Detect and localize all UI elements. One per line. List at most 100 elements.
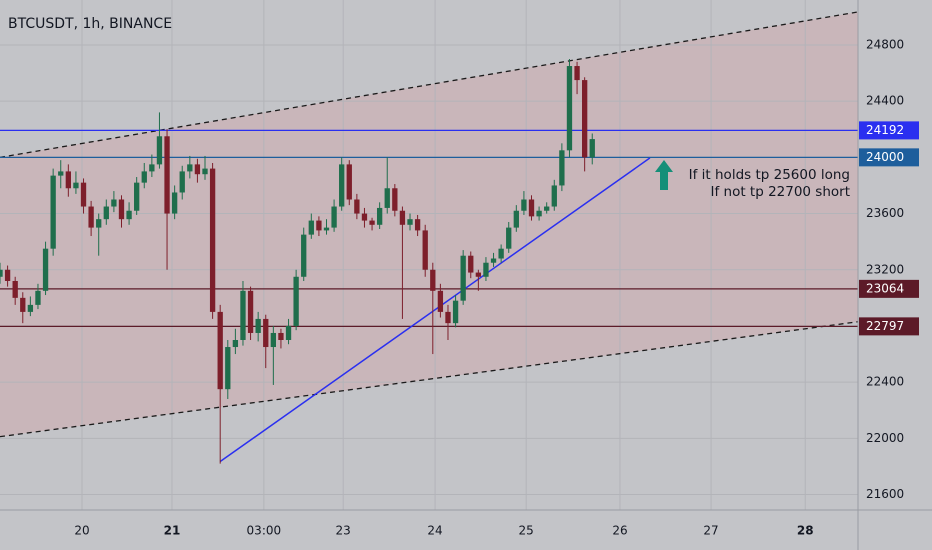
x-tick-label: 26 [612, 524, 627, 538]
candle-body [323, 227, 330, 231]
candle-body [232, 340, 239, 348]
candle-body [452, 300, 459, 324]
candle-body [475, 272, 482, 277]
annotation: If it holds tp 25600 long [689, 167, 850, 183]
price-label-box [859, 121, 919, 140]
candle-body [255, 318, 261, 333]
candle-body [566, 66, 573, 151]
candle-body [574, 66, 580, 81]
candle-body [179, 171, 185, 193]
candle-body [346, 164, 352, 200]
candle-body [445, 311, 451, 324]
price-label-box [859, 148, 919, 167]
candle-body [42, 248, 49, 291]
candle-body [422, 230, 428, 270]
candle-body [506, 227, 512, 249]
candle-body [331, 206, 337, 228]
candle-body [134, 182, 140, 211]
candle-body [240, 290, 246, 340]
candle-body [536, 210, 542, 217]
candle-body [225, 347, 231, 390]
candle-body [187, 164, 193, 172]
candle-body [263, 318, 269, 348]
candle-body [202, 168, 208, 175]
candle-body [361, 213, 368, 221]
candle-body [96, 219, 102, 228]
candle-body [498, 248, 504, 259]
x-tick-label: 20 [74, 524, 89, 538]
candle-body [27, 304, 34, 312]
trend-line [219, 157, 651, 463]
channel-line [0, 321, 859, 438]
candle-body [308, 220, 314, 235]
y-tick-label: 22400 [866, 375, 904, 389]
candle-body [483, 262, 489, 277]
candle-body [589, 139, 595, 158]
candle-body [12, 280, 18, 298]
candle-body [0, 269, 3, 277]
price-label: 23064 [866, 281, 904, 295]
candle-body [551, 185, 557, 207]
candle-body [50, 175, 56, 249]
candle-body [513, 210, 519, 228]
candle-body [437, 290, 444, 312]
candle-body [521, 199, 527, 211]
candle-body [316, 220, 322, 231]
x-tick-label: 03:00 [247, 524, 282, 538]
y-tick-label: 23200 [866, 262, 904, 276]
candle-body [80, 182, 87, 207]
candle-body [544, 206, 550, 211]
y-tick-label: 24800 [866, 37, 904, 51]
candle-body [247, 290, 254, 333]
price-label: 24000 [866, 150, 904, 164]
candle-body [126, 210, 132, 220]
chart-title: BTCUSDT, 1h, BINANCE [8, 16, 172, 32]
y-tick-label: 24400 [866, 94, 904, 108]
candle-body [270, 332, 277, 348]
candle-body [285, 325, 292, 340]
candle-body [581, 80, 588, 158]
candle-body [209, 168, 216, 312]
candle-body [141, 171, 147, 183]
candle-body [460, 255, 466, 301]
price-label-box [859, 279, 919, 298]
y-tick-label: 23600 [866, 206, 904, 220]
candle-body [430, 269, 436, 291]
x-tick-label: 25 [519, 524, 534, 538]
channel-line [0, 11, 859, 158]
candle-body [111, 199, 117, 207]
candle-body [301, 234, 307, 277]
candle-body [559, 150, 565, 186]
candle-body [73, 182, 79, 189]
x-tick-label: 23 [336, 524, 351, 538]
candle-body [354, 199, 360, 214]
candle-body [468, 255, 474, 273]
candle-body [490, 258, 497, 263]
candle-body [384, 188, 390, 208]
arrow-icon [655, 160, 673, 190]
candle-body [339, 164, 345, 207]
candle-body [528, 199, 535, 217]
channel-fill [0, 11, 858, 437]
y-tick-label: 21600 [866, 487, 904, 501]
candle-body [103, 206, 109, 220]
candle-body [376, 207, 383, 225]
candle-body [392, 188, 398, 211]
candle-body [20, 297, 26, 312]
candle-body [88, 206, 94, 228]
candle-body [65, 171, 71, 189]
price-label: 22797 [866, 319, 904, 333]
candle-body [217, 311, 223, 390]
y-tick-label: 22000 [866, 431, 904, 445]
candle-body [407, 219, 413, 225]
candle-body [171, 192, 178, 214]
candle-body [58, 171, 64, 176]
price-label-box [859, 317, 919, 336]
candle-body [278, 332, 284, 340]
candle-body [35, 290, 41, 305]
candle-body [118, 199, 125, 220]
x-tick-label: 21 [164, 524, 181, 538]
candle-body [399, 210, 406, 225]
candle-body [293, 276, 299, 326]
